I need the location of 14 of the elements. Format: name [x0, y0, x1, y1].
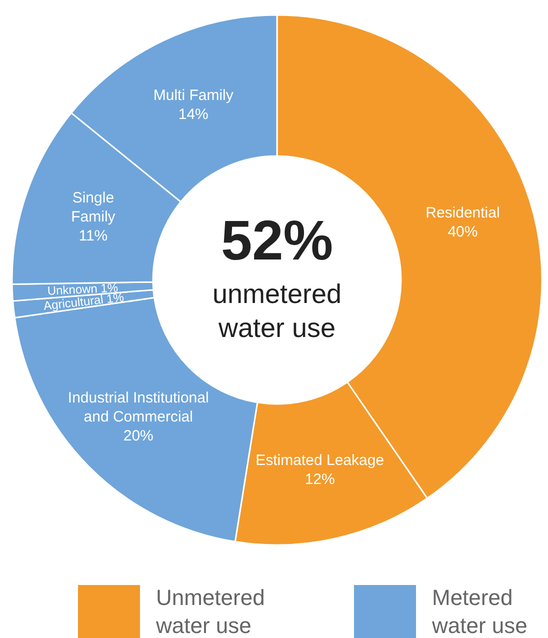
data-label: 20% [123, 426, 154, 444]
text: unmetered water use [212, 279, 342, 343]
text: Metered water use [431, 584, 528, 638]
text: Unmetered water use [155, 584, 265, 638]
slice-label: Multi Family [153, 86, 234, 104]
slice-label: Single Family [71, 188, 116, 225]
slice-label: Residential [426, 204, 500, 222]
text: 52% [220, 208, 334, 272]
data-label: 14% [178, 105, 208, 122]
slice-label: Industrial Institutional and Commercial [68, 388, 209, 425]
data-label: 40% [448, 223, 478, 240]
slice-label: Estimated Leakage [256, 452, 384, 469]
data-label: 12% [304, 470, 335, 488]
data-label: 11% [78, 226, 108, 244]
